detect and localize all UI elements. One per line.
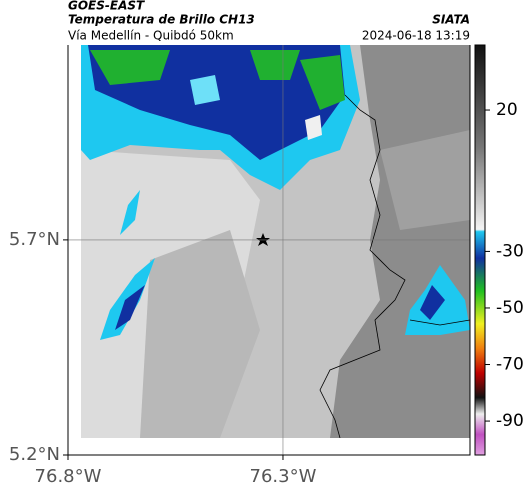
colorbar-tick-label: -70: [496, 355, 524, 375]
satellite: GOES-EAST: [68, 0, 145, 13]
colorbar: [474, 44, 486, 456]
map-frame: [67, 45, 471, 456]
timestamp: 2024-06-18 13:19: [362, 29, 470, 43]
lat-tick-label: 5.7°N: [9, 229, 60, 250]
source: SIATA: [432, 13, 470, 27]
colorbar-tick-label: -50: [496, 298, 524, 318]
reference-star: [256, 233, 270, 246]
lon-tick-label: 76.8°W: [35, 466, 102, 487]
colorbar-tick-label: 20: [496, 100, 518, 120]
lon-tick-label: 76.3°W: [250, 466, 317, 487]
colorbar-tick-label: -90: [496, 411, 524, 431]
route: Vía Medellín - Quibdó 50km: [68, 29, 234, 43]
satellite-image: [81, 45, 470, 438]
lat-tick-label: 5.2°N: [9, 444, 60, 465]
colorbar-tick-label: -30: [496, 241, 524, 261]
product: Temperatura de Brillo CH13: [68, 13, 255, 27]
